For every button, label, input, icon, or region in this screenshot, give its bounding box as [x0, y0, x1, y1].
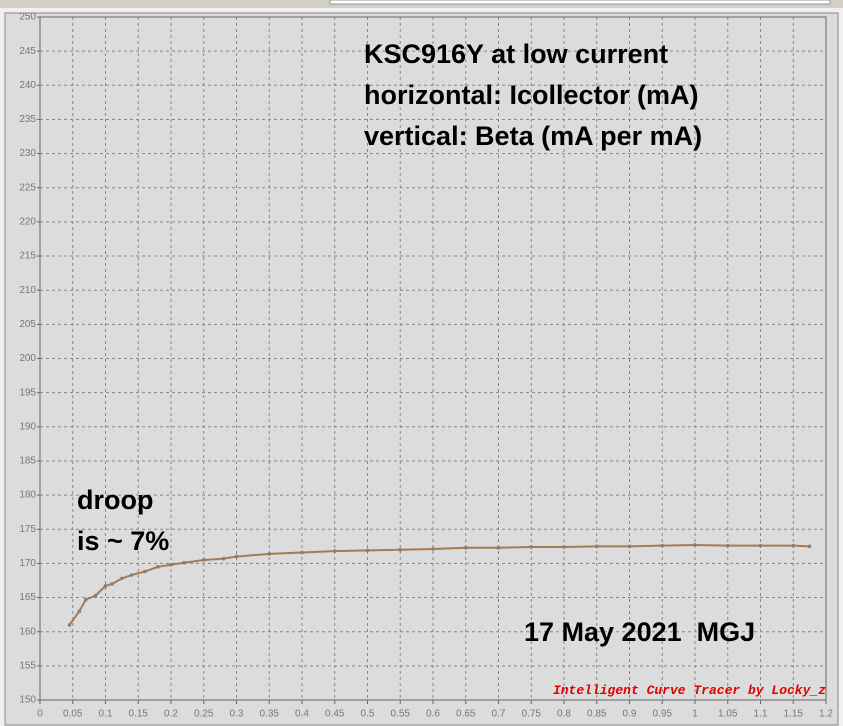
y-tick-label: 160	[19, 626, 36, 637]
y-tick-label: 205	[19, 319, 36, 330]
data-point	[791, 543, 796, 548]
x-tick-label: 0.25	[194, 709, 214, 720]
x-tick-label: 0.5	[361, 709, 375, 720]
annotation: is ~ 7%	[77, 526, 169, 556]
data-point	[807, 544, 812, 549]
data-point	[398, 547, 403, 552]
data-point	[267, 552, 272, 556]
x-tick-label: 0.6	[426, 709, 440, 720]
x-tick-label: 1.1	[754, 709, 768, 720]
x-tick-label: 0.85	[587, 709, 607, 720]
data-point	[129, 573, 134, 577]
y-tick-label: 175	[19, 524, 36, 535]
x-tick-label: 0.65	[456, 709, 476, 720]
axes-box	[39, 16, 827, 701]
y-tick-label: 155	[19, 660, 36, 671]
x-tick-label: 0.3	[230, 709, 244, 720]
x-tick-label: 0.4	[295, 709, 309, 720]
data-point	[110, 582, 114, 586]
data-point	[156, 565, 160, 569]
data-point	[169, 562, 173, 567]
title-line: KSC916Y at low current	[364, 39, 668, 69]
data-point	[93, 593, 98, 598]
y-tick-label: 185	[19, 456, 36, 467]
y-tick-label: 235	[19, 114, 36, 125]
y-tick-label: 150	[19, 695, 36, 706]
y-tick-label: 200	[19, 353, 36, 364]
y-tick-label: 240	[19, 80, 36, 91]
y-tick-label: 220	[19, 217, 36, 228]
x-tick-label: 0.55	[391, 709, 411, 720]
data-point	[627, 544, 632, 549]
data-point	[234, 554, 239, 559]
data-point	[758, 543, 763, 548]
y-tick-label: 210	[19, 285, 36, 296]
x-tick-label: 0.45	[325, 709, 345, 720]
y-tick-label: 215	[19, 251, 36, 262]
data-point	[496, 545, 501, 550]
x-tick-label: 0.2	[164, 709, 178, 720]
data-point	[431, 547, 435, 551]
x-tick-label: 0.95	[653, 709, 673, 720]
data-point	[120, 576, 124, 581]
data-point	[67, 623, 72, 627]
plot-area: 150 155 160 165 170 175 180 185 190 195 200 205 210 2…	[19, 12, 833, 720]
data-point	[365, 548, 370, 553]
x-tick-label: 0.1	[99, 709, 113, 720]
data-point	[103, 584, 108, 588]
plot-frame	[4, 12, 839, 726]
y-tick-label: 190	[19, 421, 36, 432]
annotation: droop	[77, 485, 153, 515]
y-tick-label: 195	[19, 387, 36, 398]
data-point	[300, 550, 304, 555]
data-point	[182, 560, 186, 565]
x-tick-label: 1.05	[718, 709, 738, 720]
x-tick-label: 0.15	[129, 709, 149, 720]
data-point	[693, 543, 697, 547]
data-point	[562, 545, 566, 549]
data-point	[77, 609, 82, 614]
toolbar-field	[329, 0, 831, 5]
data-point	[529, 545, 534, 549]
y-tick-label: 165	[19, 592, 36, 603]
x-tick-label: 0.9	[623, 709, 637, 720]
data-point	[221, 556, 226, 561]
x-tick-label: 1.15	[784, 709, 804, 720]
data-point	[594, 544, 599, 549]
y-tick-label: 230	[19, 148, 36, 159]
signature: Intelligent Curve Tracer by Locky_z	[553, 683, 826, 698]
y-tick-label: 170	[19, 558, 36, 569]
data-point	[201, 558, 206, 562]
x-tick-label: 0.35	[260, 709, 280, 720]
data-point	[143, 569, 147, 574]
data-point	[463, 545, 468, 550]
x-tick-label: 1.2	[819, 709, 833, 720]
y-tick-label: 245	[19, 46, 36, 57]
x-tick-label: 0.05	[63, 709, 83, 720]
title-line: horizontal: Icollector (mA)	[364, 80, 699, 110]
x-tick-label: 0.75	[522, 709, 542, 720]
y-tick-label: 180	[19, 490, 36, 501]
x-tick-label: 0.8	[557, 709, 571, 720]
x-tick-label: 1	[692, 709, 698, 720]
annotation: 17 May 2021 MGJ	[524, 617, 755, 647]
y-tick-label: 250	[19, 12, 36, 23]
data-point	[725, 543, 730, 548]
data-point	[84, 597, 88, 602]
data-point	[332, 549, 337, 553]
y-tick-label: 225	[19, 182, 36, 193]
data-point	[660, 543, 665, 548]
x-tick-label: 0.7	[492, 709, 506, 720]
x-tick-label: 0	[37, 709, 43, 720]
title-line: vertical: Beta (mA per mA)	[364, 121, 702, 151]
